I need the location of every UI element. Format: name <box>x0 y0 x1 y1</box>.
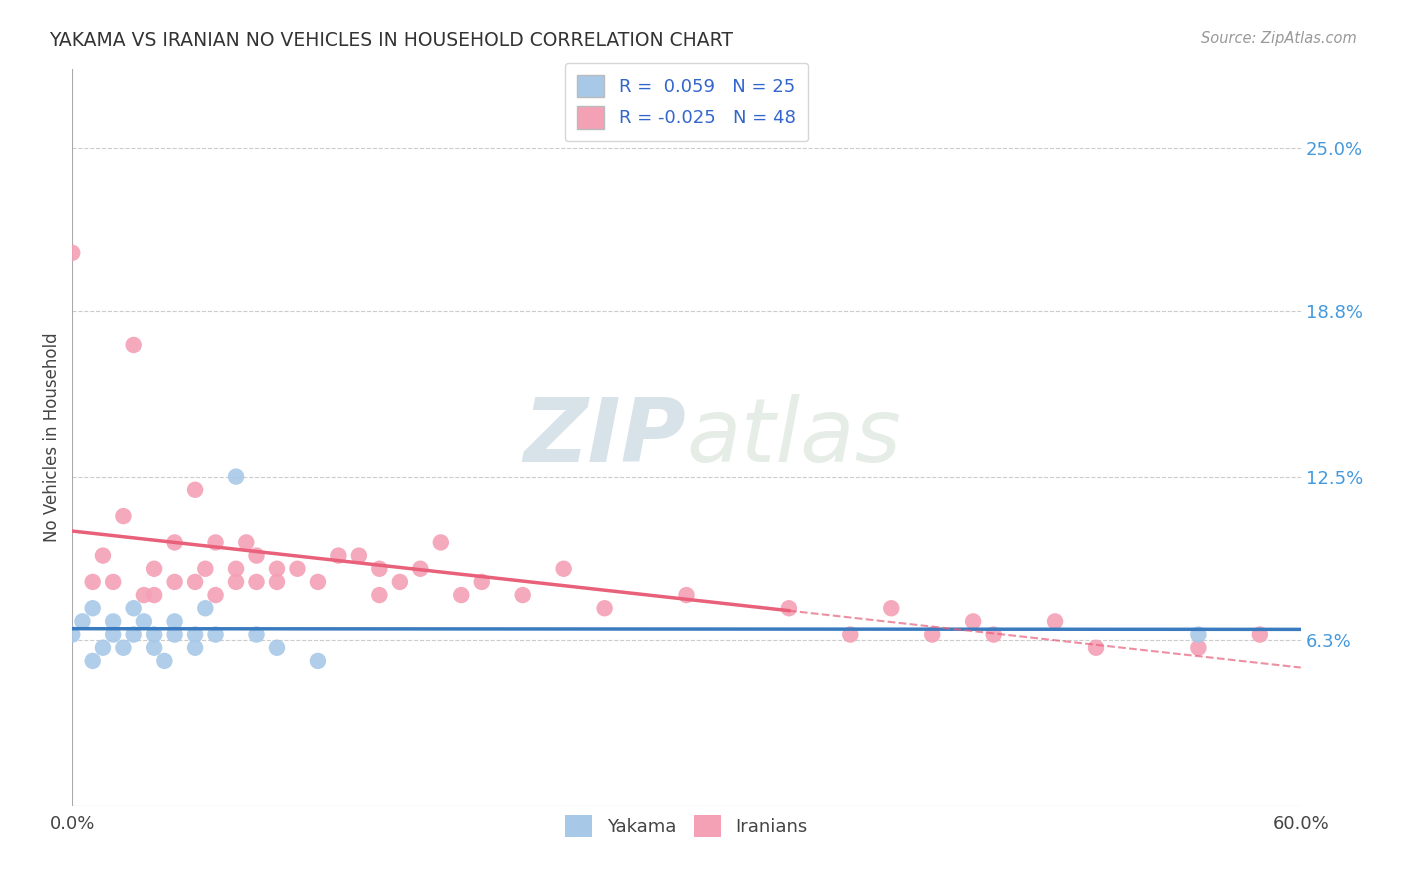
Point <box>245 549 267 563</box>
Text: Source: ZipAtlas.com: Source: ZipAtlas.com <box>1201 31 1357 46</box>
Point <box>347 549 370 563</box>
Point <box>307 654 329 668</box>
Point <box>921 627 943 641</box>
Point <box>1187 627 1209 641</box>
Point <box>839 627 862 641</box>
Point <box>204 627 226 641</box>
Point <box>471 574 494 589</box>
Point <box>593 601 616 615</box>
Point <box>101 615 124 629</box>
Point <box>184 640 207 655</box>
Text: atlas: atlas <box>686 394 901 480</box>
Point <box>368 562 391 576</box>
Point <box>1249 627 1271 641</box>
Point <box>91 640 114 655</box>
Point <box>512 588 534 602</box>
Point <box>184 483 207 497</box>
Point <box>553 562 575 576</box>
Point <box>184 574 207 589</box>
Point <box>983 627 1005 641</box>
Point <box>60 245 83 260</box>
Point <box>143 562 166 576</box>
Point <box>1043 615 1066 629</box>
Point <box>368 588 391 602</box>
Point <box>82 601 104 615</box>
Point <box>163 574 186 589</box>
Point <box>225 469 247 483</box>
Point <box>194 601 217 615</box>
Point <box>266 562 288 576</box>
Point <box>307 574 329 589</box>
Point <box>1187 640 1209 655</box>
Point <box>122 627 145 641</box>
Point <box>163 627 186 641</box>
Text: YAKAMA VS IRANIAN NO VEHICLES IN HOUSEHOLD CORRELATION CHART: YAKAMA VS IRANIAN NO VEHICLES IN HOUSEHO… <box>49 31 733 50</box>
Point <box>880 601 903 615</box>
Point <box>225 574 247 589</box>
Point <box>82 574 104 589</box>
Point <box>409 562 432 576</box>
Point <box>675 588 697 602</box>
Point <box>122 601 145 615</box>
Point <box>143 588 166 602</box>
Point <box>60 627 83 641</box>
Point <box>778 601 800 615</box>
Point <box>72 615 94 629</box>
Point <box>287 562 309 576</box>
Point <box>235 535 257 549</box>
Point <box>163 615 186 629</box>
Point <box>1085 640 1108 655</box>
Point <box>112 509 135 524</box>
Point <box>82 654 104 668</box>
Point <box>328 549 350 563</box>
Point <box>204 588 226 602</box>
Text: ZIP: ZIP <box>524 393 686 481</box>
Point <box>143 627 166 641</box>
Legend: Yakama, Iranians: Yakama, Iranians <box>558 808 815 845</box>
Point <box>388 574 411 589</box>
Point <box>266 640 288 655</box>
Point <box>962 615 984 629</box>
Point <box>153 654 176 668</box>
Point <box>245 627 267 641</box>
Point <box>122 338 145 352</box>
Point <box>91 549 114 563</box>
Point <box>430 535 453 549</box>
Point <box>266 574 288 589</box>
Point <box>101 627 124 641</box>
Point <box>184 627 207 641</box>
Point <box>132 588 155 602</box>
Point <box>163 535 186 549</box>
Point <box>132 615 155 629</box>
Point <box>194 562 217 576</box>
Y-axis label: No Vehicles in Household: No Vehicles in Household <box>44 333 60 542</box>
Point <box>101 574 124 589</box>
Point <box>204 535 226 549</box>
Point <box>245 574 267 589</box>
Point <box>112 640 135 655</box>
Point <box>143 640 166 655</box>
Point <box>225 562 247 576</box>
Point <box>450 588 472 602</box>
